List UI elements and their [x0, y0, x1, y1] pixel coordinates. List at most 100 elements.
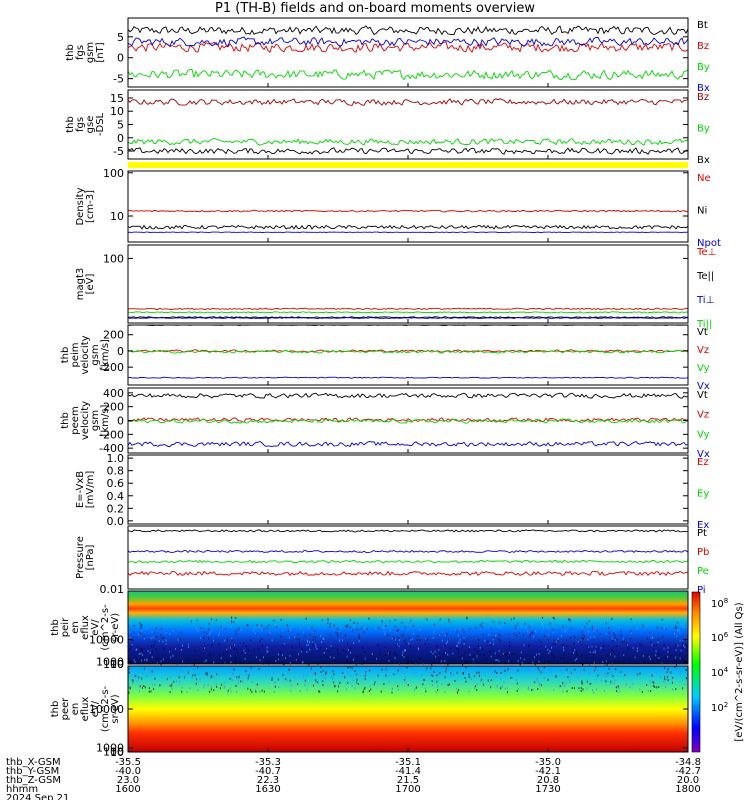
spectrogram-pixel — [337, 648, 339, 651]
spectrogram-pixel — [452, 673, 454, 676]
spectrogram-pixel — [331, 647, 333, 650]
spectrogram-pixel — [225, 623, 227, 626]
spectrogram-pixel — [513, 632, 515, 635]
spectrogram-pixel — [548, 652, 550, 655]
panel-frame — [127, 170, 689, 243]
spectrogram-pixel — [589, 651, 591, 654]
spectrogram-pixel — [679, 629, 680, 632]
spectrogram-pixel — [211, 622, 213, 625]
y-tick-label: 0.01 — [100, 583, 125, 596]
spectrogram-pixel — [323, 676, 325, 679]
spectrogram-pixel — [236, 676, 238, 679]
spectrogram-pixel — [151, 670, 153, 673]
spectrogram-pixel — [675, 626, 677, 629]
spectrogram-pixel — [560, 635, 562, 638]
y-tick-label: 200 — [103, 329, 124, 342]
y-axis-label-line: en — [70, 703, 81, 716]
spectrogram-pixel — [502, 652, 504, 655]
x-tick-label: -35.3 — [255, 757, 281, 768]
spectrogram-pixel — [330, 645, 332, 648]
spectrogram-pixel — [546, 626, 548, 629]
spectrogram-pixel — [614, 623, 615, 626]
spectrogram-pixel — [481, 678, 482, 681]
spectrogram-pixel — [627, 671, 629, 674]
spectrogram-pixel — [616, 690, 618, 693]
spectrogram-pixel — [425, 637, 427, 640]
spectrogram-pixel — [445, 642, 447, 645]
spectrogram-pixel — [250, 666, 252, 669]
spectrogram-pixel — [396, 630, 398, 632]
spectrogram-pixel — [649, 631, 651, 634]
spectrogram-pixel — [297, 638, 299, 641]
spectrogram-pixel — [445, 667, 447, 670]
spectrogram-pixel — [445, 670, 447, 673]
spectrogram-pixel — [573, 642, 575, 645]
spectrogram-pixel — [307, 641, 309, 644]
spectrogram-pixel — [129, 630, 131, 633]
spectrogram-pixel — [398, 645, 400, 648]
spectrogram-pixel — [304, 679, 306, 682]
spectrogram-pixel — [445, 652, 446, 654]
spectrogram-pixel — [346, 624, 348, 627]
spectrogram-pixel — [364, 627, 366, 629]
spectrogram-pixel — [142, 654, 143, 657]
spectrogram-pixel — [224, 639, 226, 642]
spectrogram-pixel — [600, 647, 602, 649]
spectrogram-pixel — [208, 628, 210, 631]
spectrogram-pixel — [563, 657, 565, 660]
spectrogram-pixel — [531, 631, 532, 634]
x-tick-label: -42.7 — [675, 766, 701, 777]
spectrogram-pixel — [299, 641, 300, 644]
spectrogram-pixel — [268, 663, 270, 666]
legend-entry: Ex — [697, 520, 709, 531]
spectrogram-pixel — [306, 644, 308, 647]
spectrogram-pixel — [446, 617, 448, 620]
spectrogram-pixel — [334, 659, 336, 662]
spectrogram-pixel — [353, 642, 355, 644]
spectrogram-pixel — [457, 651, 459, 654]
spectrogram-pixel — [309, 648, 311, 651]
spectrogram-pixel — [531, 689, 533, 691]
spectrogram-pixel — [430, 667, 432, 670]
y-axis-label-line: magt3 — [75, 268, 86, 301]
spectrogram-pixel — [282, 673, 284, 676]
spectrogram-pixel — [614, 655, 616, 658]
spectrogram-pixel — [613, 682, 615, 685]
spectrogram-pixel — [349, 666, 351, 669]
legend-entry: Vx — [697, 381, 710, 392]
x-tick-label: 22.3 — [257, 775, 279, 786]
series-line-fgs-0 — [127, 25, 689, 36]
spectrogram-pixel — [489, 650, 491, 653]
spectrogram-pixel — [637, 673, 639, 676]
spectrogram-pixel — [542, 617, 544, 619]
spectrogram-pixel — [619, 690, 621, 693]
spectrogram-pixel — [182, 660, 184, 663]
spectrogram-pixel — [165, 632, 167, 635]
spectrogram-pixel — [422, 683, 424, 686]
spectrogram-pixel — [489, 642, 491, 644]
spectrogram-pixel — [656, 686, 658, 689]
spectrogram-pixel — [144, 617, 146, 620]
spectrogram-pixel — [670, 671, 672, 674]
spectrogram-pixel — [297, 683, 299, 686]
spectrogram-pixel — [670, 654, 672, 657]
spectrogram-pixel — [606, 663, 608, 666]
spectrogram-pixel — [371, 653, 373, 656]
spectrogram-pixel — [291, 625, 293, 628]
spectrogram-pixel — [471, 678, 473, 680]
spectrogram-pixel — [329, 626, 331, 629]
spectrogram-pixel — [397, 688, 399, 691]
spectrogram-pixel — [267, 651, 269, 654]
spectrogram-pixel — [358, 633, 360, 636]
spectrogram-pixel — [321, 674, 323, 677]
spectrogram-pixel — [499, 639, 501, 642]
spectrogram-pixel — [566, 668, 568, 671]
spectrogram-pixel — [233, 648, 235, 651]
spectrogram-pixel — [204, 660, 206, 663]
spectrogram-pixel — [497, 671, 499, 674]
spectrogram-pixel — [196, 619, 198, 622]
spectrogram-pixel — [465, 661, 467, 664]
spectrogram-pixel — [503, 681, 505, 684]
